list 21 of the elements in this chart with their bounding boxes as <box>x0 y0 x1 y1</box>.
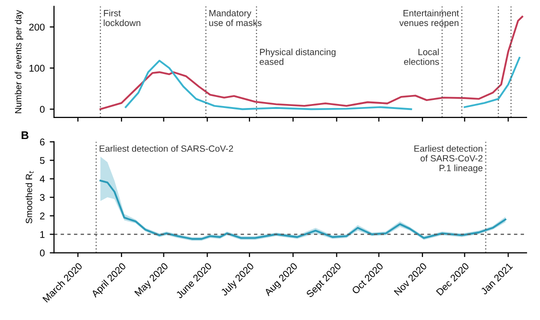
ref-line-label: Earliest detection of SARS-CoV-2 <box>100 145 234 152</box>
y-tick-label: 5 <box>40 157 45 164</box>
ref-line-label: First lockdown <box>104 10 140 26</box>
y-tick-label: 0 <box>40 250 45 256</box>
y-tick-label: 0 <box>40 106 45 113</box>
y-tick-label: 1 <box>40 231 44 238</box>
chart-title: B <box>22 131 28 140</box>
ref-line-label: Entertainment venues reopen <box>399 10 459 28</box>
ref-line-label: Mandatory use of masks <box>209 10 262 26</box>
y-tick-label: 100 <box>29 64 45 72</box>
y-axis-title: Number of events per day <box>14 10 24 114</box>
y-tick-label: 3 <box>40 194 45 201</box>
y-tick-label: 2 <box>40 212 44 220</box>
y-axis-title: Smoothed R$_{t}$ <box>26 170 34 224</box>
y-tick-label: 200 <box>29 24 45 31</box>
y-tick-label: 4 <box>40 176 45 182</box>
ref-line-label: Local elections <box>404 48 439 65</box>
ref-line-label: Physical distancing eased <box>260 48 336 65</box>
line-series <box>100 180 506 240</box>
ref-line-label: Earliest detection of SARS-CoV-2 P.1 lineage <box>414 145 483 173</box>
y-tick-label: 6 <box>40 138 45 146</box>
